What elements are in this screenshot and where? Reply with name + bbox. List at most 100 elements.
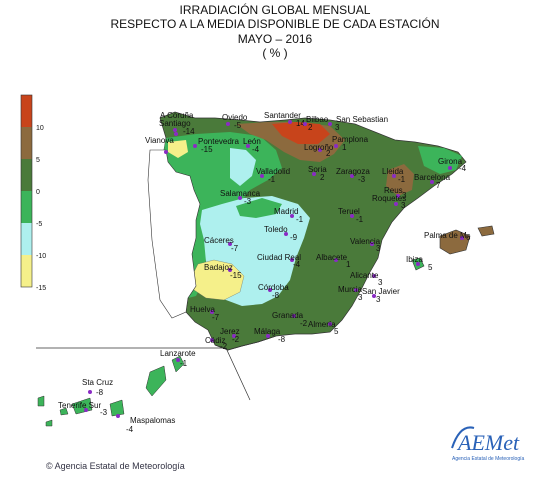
station-tenerife-sur: Tenerife Sur-3 — [58, 401, 108, 417]
station-value: -9 — [290, 233, 298, 242]
map-title: IRRADIACIÓN GLOBAL MENSUAL — [179, 3, 371, 17]
station-name: San Sebastian — [336, 115, 388, 124]
station-value: 14 — [296, 119, 305, 128]
station-name: Ciudad Real — [257, 253, 301, 262]
station-badajoz: Badajoz-15 — [204, 263, 242, 280]
station-name: Girona — [438, 157, 463, 166]
legend-tick: 5 — [36, 157, 40, 164]
legend-tick: -15 — [36, 285, 46, 292]
station-name: Albacete — [316, 253, 348, 262]
station-name: Córdoba — [258, 283, 289, 292]
legend-swatch-5 — [21, 223, 32, 255]
station-name: Bilbao — [306, 115, 329, 124]
legend-swatch-1 — [21, 95, 32, 127]
station-value: -7 — [212, 313, 220, 322]
station-labels: A Coruña-14 Santiago Oviedo-5 Santander1… — [58, 111, 471, 434]
station-jerez: Jerez-2 — [220, 327, 240, 344]
station-value: 3 — [401, 201, 406, 210]
station-name: Teruel — [338, 207, 360, 216]
cyan-north-region — [230, 148, 256, 186]
station-name: Jerez — [220, 327, 240, 336]
station-name: Madrid — [274, 207, 298, 216]
copyright-text: © Agencia Estatal de Meteorología — [46, 461, 185, 471]
station-lleida: Lleida-1 — [382, 167, 406, 184]
station-value: -8 — [272, 291, 280, 300]
station-girona: Girona-4 — [438, 157, 467, 173]
station-a-coruna: A Coruña -14 — [160, 111, 195, 136]
station-value: 3 — [358, 293, 363, 302]
station-cadiz: Cádiz-2 — [205, 336, 228, 351]
station-name: Pamplona — [332, 135, 369, 144]
station-value: 7 — [436, 181, 441, 190]
legend-tick: 10 — [36, 125, 44, 132]
station-value: -15 — [230, 271, 242, 280]
logo-subtext: Agencia Estatal de Meteorología — [452, 456, 524, 462]
station-name: Almería — [308, 320, 336, 329]
station-name: Tenerife Sur — [58, 401, 101, 410]
station-name: Pontevedra — [198, 137, 239, 146]
station-madrid: Madrid-1 — [274, 207, 304, 224]
portugal-region — [147, 149, 201, 319]
legend-swatch-3 — [21, 159, 32, 191]
legend-swatch-2 — [21, 127, 32, 159]
inner-green-region — [236, 198, 282, 218]
station-value: 3 — [376, 295, 381, 304]
station-salamanca: Salamanca-3 — [220, 189, 261, 206]
station-value: 2 — [320, 173, 325, 182]
station-pontevedra: Pontevedra-15 — [193, 137, 239, 154]
station-cordoba: Córdoba-8 — [258, 283, 289, 300]
legend-tick: 0 — [36, 189, 40, 196]
station-value: -3 — [358, 175, 366, 184]
station-value: 6 — [466, 233, 471, 242]
station-palma: Palma de M.6 — [424, 231, 471, 242]
station-value: -4 — [293, 260, 301, 269]
station-value: -2 — [232, 335, 240, 344]
station-name: Roquetes — [372, 194, 406, 203]
station-vigo: Vianova — [145, 136, 174, 154]
station-name: San Javier — [362, 287, 400, 296]
station-name: Oviedo — [222, 113, 248, 122]
station-value: 1 — [346, 260, 351, 269]
station-value: -4 — [126, 425, 134, 434]
station-sta-cruz: Sta Cruz-8 — [82, 378, 113, 397]
station-name: Santander — [264, 111, 301, 120]
station-value: -4 — [252, 145, 260, 154]
station-name: Lleida — [382, 167, 404, 176]
station-name: Cáceres — [204, 236, 234, 245]
lapalma-island — [37, 395, 45, 407]
legend-swatch-6 — [21, 255, 32, 287]
station-name: Granada — [272, 311, 304, 320]
station-santiago: Santiago — [159, 119, 191, 136]
station-name: Sta Cruz — [82, 378, 113, 387]
station-name: Palma de M. — [424, 231, 469, 240]
station-value: -1 — [398, 175, 406, 184]
lanzarote-island — [171, 355, 185, 373]
yellow-galicia-region — [168, 140, 188, 158]
station-malaga: Málaga-8 — [254, 327, 286, 344]
station-value: -1 — [180, 359, 188, 368]
station-name: Soria — [308, 165, 327, 174]
map-period: MAYO – 2016 — [237, 32, 313, 46]
station-granada: Granada-2 — [272, 311, 308, 328]
station-name: A Coruña — [160, 111, 194, 120]
station-name: Málaga — [254, 327, 281, 336]
station-name: Maspalomas — [130, 416, 175, 425]
station-value: -8 — [278, 335, 286, 344]
station-valladolid: Valladolid-1 — [256, 167, 290, 184]
logo-text: AEMet — [456, 430, 520, 455]
station-oviedo: Oviedo-5 — [222, 113, 248, 130]
station-zaragoza: Zaragoza-3 — [336, 167, 370, 184]
red-north-region — [272, 122, 330, 144]
station-value: -3 — [244, 197, 252, 206]
